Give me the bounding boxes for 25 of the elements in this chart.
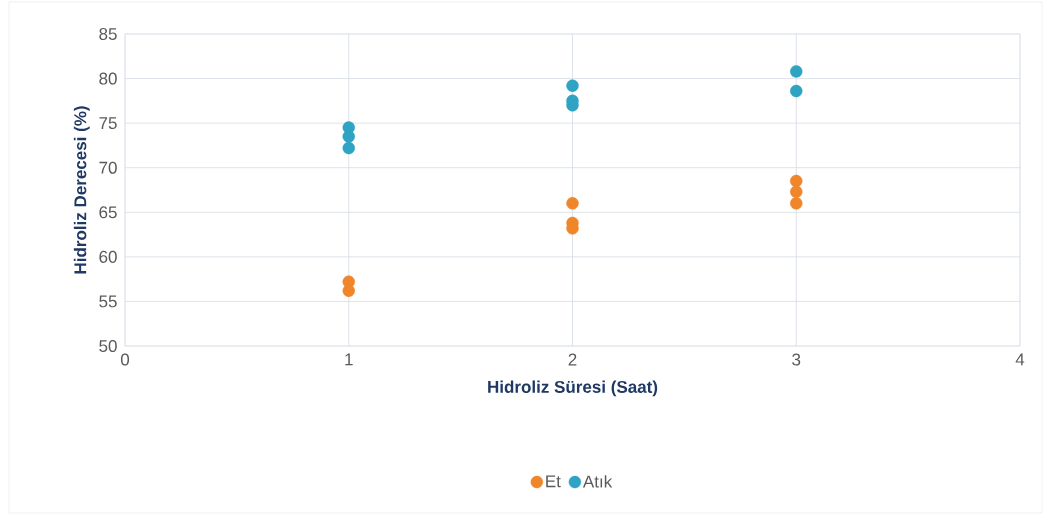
y-tick-label: 55 [99,295,117,308]
x-tick-label: 2 [568,353,577,366]
point [790,174,803,188]
x-tick-label: 0 [120,353,130,366]
point [790,84,803,98]
y-tick-label: 65 [99,206,117,219]
point [790,185,803,198]
y-tick-label: 60 [99,250,117,263]
y-tick-label: 50 [99,339,117,353]
x-axis-title: Hidroliz Süresi (Saat) [488,380,658,397]
x-tick-label: 1 [345,353,353,366]
point [566,197,579,210]
legend-label: Et [546,475,561,488]
y-axis-title: Hidroliz Derecesi (%) [73,106,90,274]
point [342,141,355,155]
y-tick-label: 70 [99,161,117,174]
y-tick-label: 85 [99,27,117,41]
x-tick-label: 3 [792,353,801,366]
point [566,79,579,92]
point [790,197,803,210]
point [790,65,803,78]
legend-label: Atık [582,475,613,488]
y-tick-label: 75 [99,117,117,130]
y-tick-label: 80 [99,72,117,85]
x-tick-label: 4 [1015,353,1025,366]
